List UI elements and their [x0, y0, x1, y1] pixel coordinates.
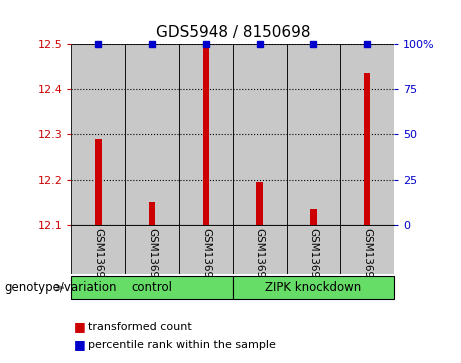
- Title: GDS5948 / 8150698: GDS5948 / 8150698: [155, 25, 310, 40]
- Bar: [149, 202, 155, 225]
- Bar: [287, 44, 340, 225]
- Bar: [95, 139, 101, 225]
- Text: transformed count: transformed count: [88, 322, 191, 332]
- Bar: [71, 44, 125, 225]
- Bar: [340, 44, 394, 225]
- Bar: [125, 44, 179, 225]
- Bar: [256, 182, 263, 225]
- Bar: [233, 225, 287, 274]
- Text: GSM1369862: GSM1369862: [254, 228, 265, 298]
- Bar: [364, 73, 371, 225]
- Text: GSM1369858: GSM1369858: [201, 228, 211, 298]
- Bar: [287, 225, 340, 274]
- Text: GSM1369856: GSM1369856: [93, 228, 103, 298]
- Text: ZIPK knockdown: ZIPK knockdown: [266, 281, 361, 294]
- Text: genotype/variation: genotype/variation: [5, 281, 117, 294]
- Bar: [71, 225, 125, 274]
- Bar: [233, 44, 287, 225]
- Text: ■: ■: [74, 338, 85, 351]
- Bar: [340, 225, 394, 274]
- Text: ■: ■: [74, 320, 85, 333]
- Text: GSM1369857: GSM1369857: [147, 228, 157, 298]
- Bar: [203, 46, 209, 225]
- Bar: [310, 209, 317, 225]
- Bar: [179, 225, 233, 274]
- Bar: [233, 276, 394, 299]
- Text: GSM1369864: GSM1369864: [362, 228, 372, 298]
- Text: percentile rank within the sample: percentile rank within the sample: [88, 340, 276, 350]
- Bar: [179, 44, 233, 225]
- Text: control: control: [132, 281, 172, 294]
- Text: GSM1369863: GSM1369863: [308, 228, 319, 298]
- Bar: [125, 225, 179, 274]
- Bar: [71, 276, 233, 299]
